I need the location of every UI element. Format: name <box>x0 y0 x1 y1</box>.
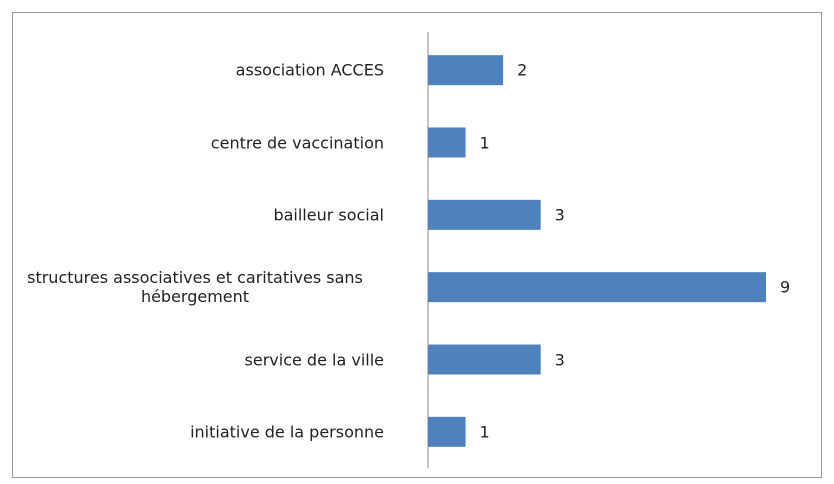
category-label: association ACCES <box>6 61 406 80</box>
chart-frame <box>12 12 822 478</box>
bar <box>428 55 504 86</box>
data-label: 1 <box>479 422 490 442</box>
data-label: 3 <box>554 205 565 225</box>
bar <box>428 344 541 375</box>
category-label-text: initiative de la personne <box>190 422 384 442</box>
data-label: 3 <box>554 350 565 369</box>
category-label: centre de vaccination <box>6 133 406 152</box>
category-label-text: centre de vaccination <box>210 133 384 152</box>
data-label: 2 <box>517 60 528 80</box>
bar <box>428 416 466 447</box>
category-label: bailleur social <box>6 205 406 224</box>
category-label: service de la ville <box>6 350 406 369</box>
category-label-text: structures associatives et caritatives s… <box>27 268 363 307</box>
category-label: structures associatives et caritatives s… <box>6 268 406 306</box>
category-label-text: bailleur social <box>273 205 384 225</box>
data-label: 1 <box>479 133 490 152</box>
category-label: initiative de la personne <box>6 422 406 441</box>
category-label-text: association ACCES <box>235 60 384 80</box>
data-label: 9 <box>780 277 791 297</box>
bar <box>428 199 541 230</box>
bar <box>428 272 766 303</box>
bar <box>428 127 466 158</box>
category-label-text: service de la ville <box>244 350 384 369</box>
